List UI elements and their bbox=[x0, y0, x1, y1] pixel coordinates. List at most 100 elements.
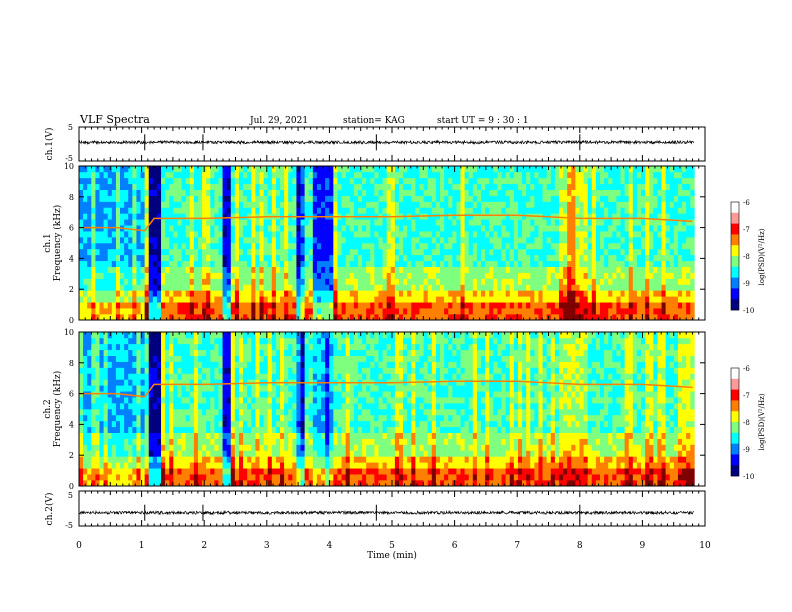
spectrogram-cell bbox=[161, 183, 166, 190]
spectrogram-cell bbox=[308, 290, 314, 297]
spectrogram-cell bbox=[398, 219, 404, 226]
spectrogram-cell bbox=[243, 243, 248, 250]
spectrogram-cell bbox=[493, 243, 498, 250]
spectrogram-cell bbox=[321, 207, 326, 214]
spectrogram-cell bbox=[144, 314, 150, 321]
spectrogram-cell bbox=[517, 207, 523, 214]
spectrogram-cell bbox=[140, 272, 145, 279]
spectrogram-cell bbox=[300, 189, 305, 196]
spectrogram-cell bbox=[284, 272, 289, 279]
spectrogram-cell bbox=[308, 296, 314, 303]
spectrogram-cell bbox=[468, 302, 474, 309]
ch1-wave-tick-top: 5 bbox=[68, 123, 73, 132]
spectrogram-cell bbox=[485, 308, 490, 315]
spectrogram-cell bbox=[120, 385, 125, 392]
spectrogram-cell bbox=[115, 183, 121, 190]
spectrogram-cell bbox=[189, 438, 195, 445]
spectrogram-cell bbox=[587, 219, 593, 226]
spectrogram-cell bbox=[595, 272, 601, 279]
spectrogram-cell bbox=[214, 177, 219, 185]
spectrogram-cell bbox=[120, 284, 125, 291]
spectrogram-cell bbox=[165, 355, 170, 362]
spectrogram-cell bbox=[673, 314, 679, 321]
spectrogram-cell bbox=[362, 189, 367, 196]
spectrogram-cell bbox=[185, 237, 191, 244]
spectrogram-cell bbox=[460, 296, 465, 303]
spectrogram-cell bbox=[177, 219, 182, 226]
spectrogram-cell bbox=[103, 296, 109, 303]
spectrogram-cell bbox=[218, 332, 223, 339]
spectrogram-cell bbox=[210, 409, 215, 416]
spectrogram-cell bbox=[226, 237, 232, 244]
spectrogram-cell bbox=[304, 219, 310, 226]
spectrogram-cell bbox=[513, 177, 519, 185]
spectrogram-cell bbox=[161, 254, 166, 262]
spectrogram-cell bbox=[452, 308, 457, 315]
spectrogram-cell bbox=[99, 219, 104, 226]
spectrogram-cell bbox=[353, 266, 359, 273]
spectrogram-cell bbox=[481, 213, 486, 220]
spectrogram-cell bbox=[115, 213, 121, 220]
spectrogram-cell bbox=[349, 248, 355, 256]
spectrogram-cell bbox=[292, 308, 297, 315]
spectrogram-cell bbox=[534, 260, 539, 267]
spectrogram-cell bbox=[444, 231, 449, 238]
spectrogram-cell bbox=[91, 231, 96, 238]
spectrogram-cell bbox=[415, 243, 420, 250]
spectrogram-cell bbox=[493, 248, 498, 256]
spectrogram-cell bbox=[485, 254, 490, 262]
spectrogram-cell bbox=[624, 278, 630, 285]
spectrogram-cell bbox=[661, 254, 666, 262]
spectrogram-cell bbox=[238, 438, 244, 445]
spectrogram-cell bbox=[99, 450, 104, 457]
spectrogram-cell bbox=[337, 207, 342, 214]
spectrogram-cell bbox=[161, 337, 166, 345]
spectrogram-cell bbox=[222, 456, 227, 463]
spectrogram-cell bbox=[505, 201, 511, 208]
spectrogram-cell bbox=[419, 207, 424, 214]
spectrogram-cell bbox=[148, 195, 154, 202]
spectrogram-cell bbox=[411, 266, 416, 273]
spectrogram-cell bbox=[251, 272, 256, 279]
spectrogram-cell bbox=[513, 243, 519, 250]
spectrogram-cell bbox=[243, 462, 248, 469]
spectrogram-cell bbox=[136, 438, 141, 445]
spectrogram-cell bbox=[115, 296, 121, 303]
spectrogram-cell bbox=[431, 302, 437, 309]
spectrogram-cell bbox=[255, 231, 260, 238]
spectrogram-cell bbox=[152, 231, 158, 238]
spectrogram-cell bbox=[148, 314, 154, 321]
spectrogram-cell bbox=[468, 254, 474, 262]
spectrogram-cell bbox=[103, 426, 109, 433]
spectrogram-cell bbox=[476, 225, 482, 232]
spectrogram-cell bbox=[91, 278, 96, 285]
spectrogram-cell bbox=[583, 296, 588, 303]
spectrogram-cell bbox=[226, 302, 232, 309]
spectrogram-cell bbox=[649, 166, 654, 173]
spectrogram-cell bbox=[431, 225, 437, 232]
spectrogram-cell bbox=[91, 237, 96, 244]
spectrogram-cell bbox=[669, 219, 675, 226]
spectrogram-cell bbox=[554, 166, 560, 173]
spectrogram-cell bbox=[103, 332, 109, 339]
spectrogram-cell bbox=[604, 213, 609, 220]
spectrogram-cell bbox=[661, 296, 666, 303]
spectrogram-cell bbox=[251, 195, 256, 202]
spectrogram-cell bbox=[156, 278, 162, 285]
spectrogram-cell bbox=[407, 314, 412, 321]
spectrogram-cell bbox=[206, 189, 211, 196]
spectrogram-cell bbox=[690, 266, 695, 273]
spectrogram-cell bbox=[673, 266, 679, 273]
spectrogram-cell bbox=[120, 266, 125, 273]
spectrogram-cell bbox=[79, 296, 84, 303]
spectrogram-cell bbox=[575, 266, 580, 273]
spectrogram-cell bbox=[612, 183, 617, 190]
spectrogram-cell bbox=[501, 243, 506, 250]
spectrogram-cell bbox=[686, 290, 691, 297]
spectrogram-cell bbox=[567, 166, 572, 173]
spectrogram-cell bbox=[243, 414, 248, 422]
spectrogram-cell bbox=[181, 409, 186, 416]
spectrogram-cell bbox=[185, 219, 191, 226]
spectrogram-cell bbox=[337, 219, 342, 226]
spectrogram-cell bbox=[493, 201, 498, 208]
